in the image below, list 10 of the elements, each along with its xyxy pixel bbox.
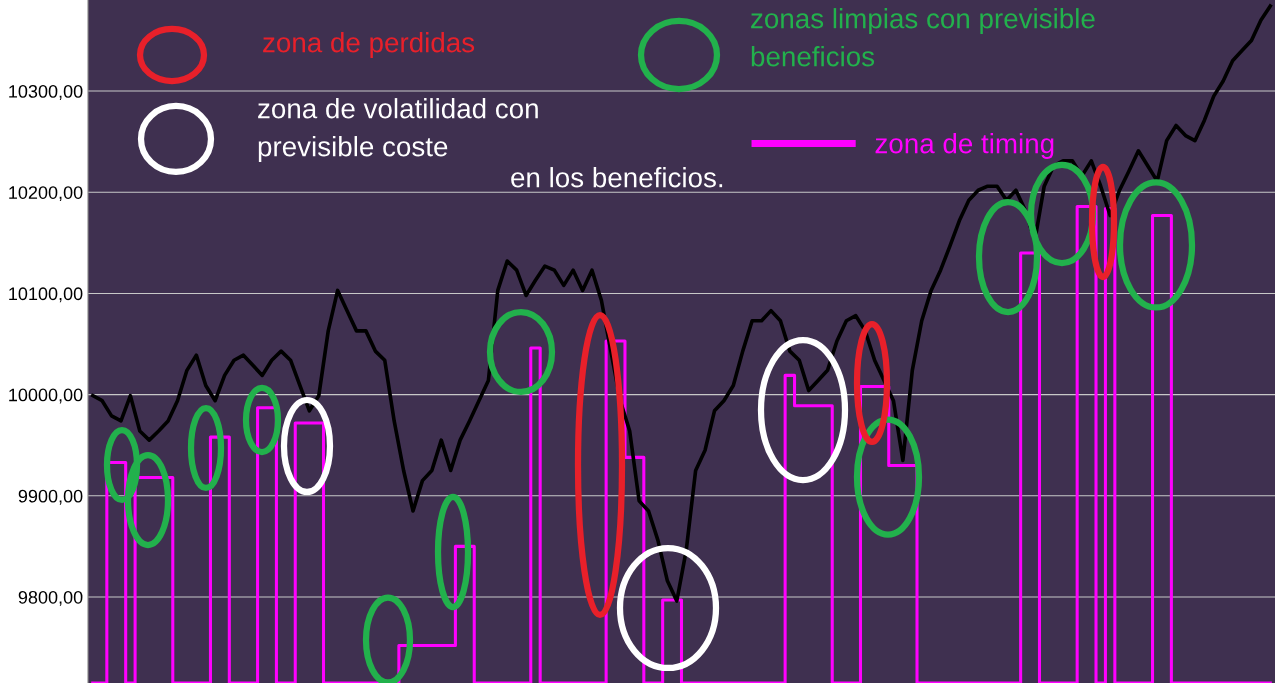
y-tick-label: 10000,00 [9,388,83,404]
annotation: en los beneficios. [511,167,723,188]
y-tick-label: 10200,00 [9,186,83,202]
y-tick-label: 10100,00 [9,287,83,303]
y-tick-label: 9800,00 [18,590,83,606]
y-tick-label: 9900,00 [18,489,83,505]
annotation: zonas limpias con previsible beneficios [751,8,1095,67]
annotation: zona de perdidas [263,32,475,58]
legend-label: zona de timing [875,133,1054,159]
y-tick-label: 10300,00 [9,85,83,100]
